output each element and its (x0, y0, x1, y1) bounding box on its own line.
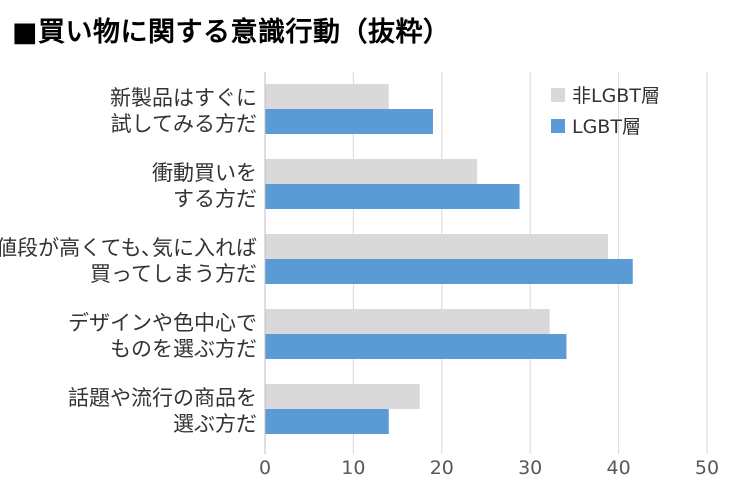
bar (265, 159, 478, 184)
x-tick-label: 40 (607, 457, 631, 479)
x-tick-label: 30 (518, 457, 542, 479)
category-labels: 新製品はすぐに試してみる方だ衝動買いをする方だ値段が高くても､気に入れば買ってし… (0, 86, 257, 436)
category-label: デザインや色中心でものを選ぶ方だ (68, 311, 257, 361)
bar (265, 409, 389, 434)
bar (265, 184, 520, 209)
bar (265, 109, 433, 134)
bar (265, 234, 608, 259)
category-label: 新製品はすぐに試してみる方だ (110, 86, 257, 136)
category-label: 話題や流行の商品を選ぶ方だ (68, 386, 257, 436)
legend: 非LGBT層 LGBT層 (551, 85, 660, 138)
category-label: 衝動買いをする方だ (152, 161, 257, 211)
bar (265, 384, 420, 409)
x-tick-label: 0 (259, 457, 271, 479)
category-label: 値段が高くても､気に入れば買ってしまう方だ (0, 236, 257, 286)
legend-swatch (551, 119, 565, 133)
bar (265, 309, 550, 334)
legend-label: LGBT層 (572, 116, 641, 138)
legend-label: 非LGBT層 (572, 85, 660, 107)
x-tick-label: 10 (341, 457, 365, 479)
x-tick-label: 50 (695, 457, 719, 479)
bars (265, 84, 633, 434)
x-tick-label: 20 (430, 457, 454, 479)
bar (265, 259, 633, 284)
chart-title: ■買い物に関する意識行動（抜粋） (12, 17, 451, 48)
bar (265, 84, 389, 109)
x-tick-labels: 0 10 20 30 40 50 (259, 457, 719, 479)
legend-swatch (551, 88, 565, 102)
bar (265, 334, 567, 359)
